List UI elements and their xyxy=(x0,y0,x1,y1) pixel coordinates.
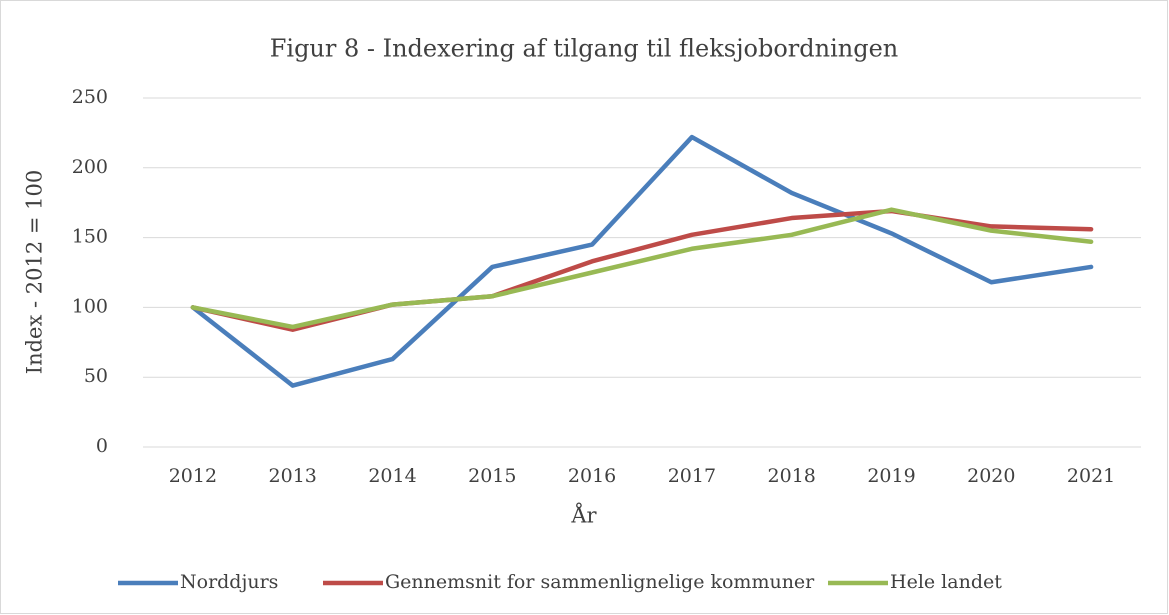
y-tick-label: 50 xyxy=(84,365,108,387)
x-axis-title: År xyxy=(570,503,597,528)
x-tick-label: 2021 xyxy=(1067,465,1115,487)
y-tick-label: 150 xyxy=(72,226,108,248)
x-tick-label: 2013 xyxy=(269,465,317,487)
legend-label: Gennemsnit for sammenlignelige kommuner xyxy=(385,571,815,593)
legend-label: Hele landet xyxy=(890,571,1002,593)
x-tick-label: 2014 xyxy=(368,465,416,487)
y-tick-label: 200 xyxy=(72,156,108,178)
x-tick-label: 2018 xyxy=(768,465,816,487)
x-tick-label: 2019 xyxy=(867,465,915,487)
x-tick-label: 2012 xyxy=(169,465,217,487)
legend-label: Norddjurs xyxy=(180,571,278,593)
y-tick-label: 100 xyxy=(72,295,108,317)
x-tick-label: 2015 xyxy=(468,465,516,487)
y-axis-title: Index - 2012 = 100 xyxy=(23,170,47,374)
line-series xyxy=(190,207,1094,330)
chart-title: Figur 8 - Indexering af tilgang til flek… xyxy=(270,35,899,63)
line-series xyxy=(190,134,1094,388)
y-tick-label: 250 xyxy=(72,86,108,108)
x-tick-label: 2020 xyxy=(967,465,1015,487)
x-tick-label: 2016 xyxy=(568,465,616,487)
y-tick-label: 0 xyxy=(96,435,108,457)
x-tick-label: 2017 xyxy=(668,465,716,487)
